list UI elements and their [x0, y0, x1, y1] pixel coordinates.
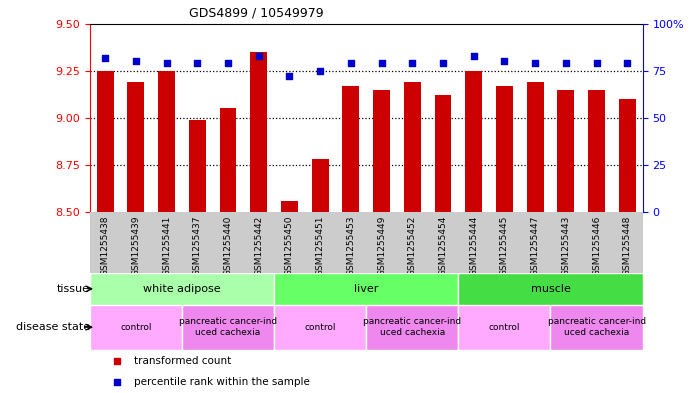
Text: liver: liver: [354, 284, 379, 294]
Bar: [558, 90, 574, 212]
Point: [284, 73, 295, 79]
Bar: [90, 273, 274, 305]
Bar: [97, 71, 113, 212]
Point: [112, 358, 123, 364]
Point: [437, 60, 448, 66]
Text: pancreatic cancer-ind
uced cachexia: pancreatic cancer-ind uced cachexia: [179, 318, 277, 337]
Text: GSM1255443: GSM1255443: [561, 215, 570, 275]
Text: GSM1255450: GSM1255450: [285, 215, 294, 276]
Text: GSM1255454: GSM1255454: [439, 215, 448, 275]
Text: GSM1255447: GSM1255447: [531, 215, 540, 275]
Bar: [373, 90, 390, 212]
Text: GSM1255451: GSM1255451: [316, 215, 325, 276]
Bar: [250, 52, 267, 212]
Text: GSM1255446: GSM1255446: [592, 215, 601, 275]
Text: GSM1255438: GSM1255438: [101, 215, 110, 276]
Point: [499, 58, 510, 64]
Text: GSM1255452: GSM1255452: [408, 215, 417, 275]
Text: control: control: [120, 323, 151, 332]
Bar: [182, 305, 274, 350]
Text: GSM1255448: GSM1255448: [623, 215, 632, 275]
Point: [314, 68, 325, 74]
Point: [131, 58, 142, 64]
Point: [112, 379, 123, 385]
Bar: [90, 305, 182, 350]
Bar: [158, 71, 175, 212]
Point: [591, 60, 602, 66]
Point: [407, 60, 418, 66]
Text: pancreatic cancer-ind
uced cachexia: pancreatic cancer-ind uced cachexia: [547, 318, 645, 337]
Point: [223, 60, 234, 66]
Bar: [274, 273, 458, 305]
Bar: [312, 160, 329, 212]
Text: disease state: disease state: [16, 322, 90, 332]
Point: [529, 60, 540, 66]
Bar: [527, 82, 544, 212]
Bar: [220, 108, 236, 212]
Text: transformed count: transformed count: [134, 356, 231, 365]
Point: [468, 53, 480, 59]
Bar: [343, 86, 359, 212]
Text: GSM1255444: GSM1255444: [469, 215, 478, 275]
Text: GDS4899 / 10549979: GDS4899 / 10549979: [189, 7, 324, 20]
Bar: [435, 95, 451, 212]
Text: GSM1255453: GSM1255453: [346, 215, 355, 276]
Point: [161, 60, 172, 66]
Point: [192, 60, 203, 66]
Bar: [619, 99, 636, 212]
Bar: [458, 273, 643, 305]
Text: GSM1255440: GSM1255440: [223, 215, 233, 275]
Text: control: control: [305, 323, 336, 332]
Text: pancreatic cancer-ind
uced cachexia: pancreatic cancer-ind uced cachexia: [363, 318, 462, 337]
Text: GSM1255442: GSM1255442: [254, 215, 263, 275]
Point: [622, 60, 633, 66]
Point: [253, 53, 264, 59]
Bar: [551, 305, 643, 350]
Bar: [366, 305, 458, 350]
Bar: [281, 201, 298, 212]
Point: [560, 60, 571, 66]
Text: white adipose: white adipose: [143, 284, 221, 294]
Text: control: control: [489, 323, 520, 332]
Text: GSM1255437: GSM1255437: [193, 215, 202, 276]
Point: [376, 60, 387, 66]
Text: tissue: tissue: [57, 284, 90, 294]
Point: [100, 54, 111, 61]
Bar: [465, 71, 482, 212]
Bar: [189, 120, 206, 212]
Bar: [404, 82, 421, 212]
Bar: [458, 305, 551, 350]
Bar: [496, 86, 513, 212]
Bar: [127, 82, 144, 212]
Bar: [588, 90, 605, 212]
Text: GSM1255441: GSM1255441: [162, 215, 171, 275]
Text: GSM1255439: GSM1255439: [131, 215, 140, 276]
Point: [346, 60, 357, 66]
Text: muscle: muscle: [531, 284, 571, 294]
Text: percentile rank within the sample: percentile rank within the sample: [134, 377, 310, 387]
Text: GSM1255449: GSM1255449: [377, 215, 386, 275]
Bar: [274, 305, 366, 350]
Text: GSM1255445: GSM1255445: [500, 215, 509, 275]
